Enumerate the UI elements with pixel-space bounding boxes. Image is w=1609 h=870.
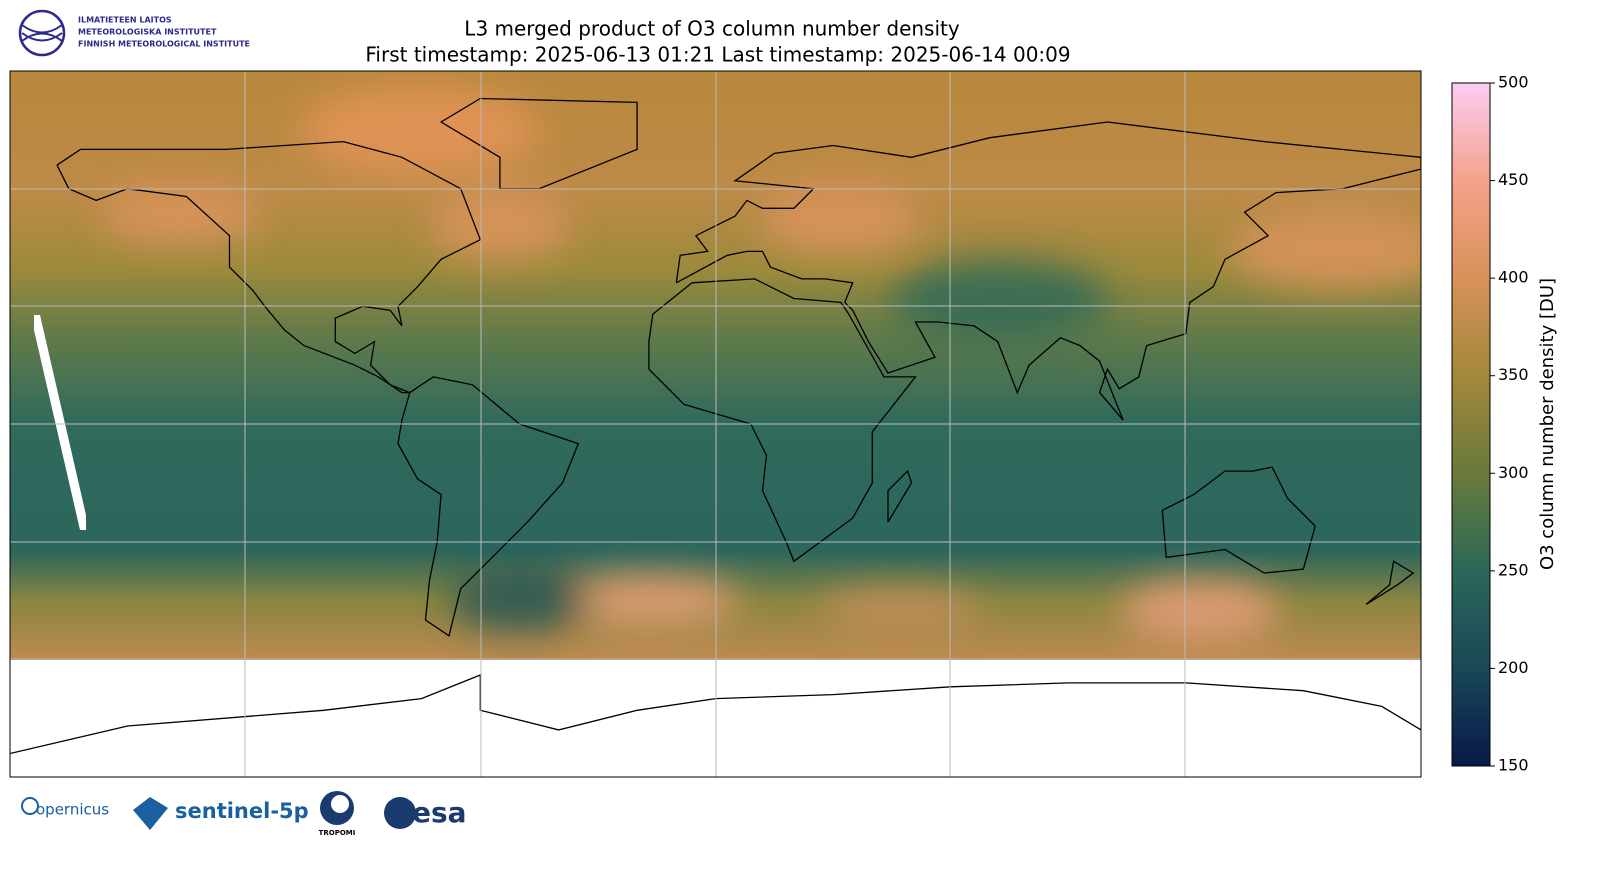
- coastline: [675, 121, 1421, 421]
- colorbar-label: O3 column number density [DU]: [1537, 278, 1558, 570]
- map: [10, 71, 1421, 777]
- org-line: FINNISH METEOROLOGICAL INSTITUTE: [78, 40, 250, 49]
- logo-text: opernicus: [36, 801, 109, 819]
- coastline: [10, 674, 1421, 755]
- coastline: [1161, 466, 1316, 574]
- colorbar-tick-label: 250: [1498, 560, 1529, 579]
- coastline: [648, 278, 917, 563]
- coastline: [397, 376, 580, 637]
- coastline: [887, 469, 913, 523]
- logos: opernicus sentinel-5p TROPOMI esa: [21, 791, 467, 837]
- subtitle: First timestamp: 2025-06-13 01:21 Last t…: [365, 43, 1070, 67]
- logo-text: sentinel-5p: [175, 799, 309, 823]
- colorbar-tick-label: 350: [1498, 365, 1529, 384]
- title: L3 merged product of O3 column number de…: [464, 17, 960, 41]
- logo-text: esa: [412, 796, 467, 829]
- colorbar-tick-label: 450: [1498, 170, 1529, 189]
- colorbar-tick-label: 200: [1498, 658, 1529, 677]
- colorbar-tick-label: 500: [1498, 73, 1529, 92]
- colorbar-tick-label: 400: [1498, 268, 1529, 287]
- org-line: ILMATIETEEN LAITOS: [78, 16, 172, 25]
- colorbar-tick-label: 300: [1498, 463, 1529, 482]
- logo-fmi: ILMATIETEEN LAITOS METEOROLOGISKA INSTIT…: [18, 9, 250, 57]
- colorbar: [1451, 82, 1491, 767]
- coastline: [439, 97, 638, 190]
- coastline: [1365, 560, 1415, 605]
- logo-text: TROPOMI: [319, 829, 356, 837]
- org-line: METEOROLOGISKA INSTITUTET: [78, 28, 217, 37]
- colorbar-tick-label: 150: [1498, 756, 1529, 775]
- coastline: [56, 140, 482, 394]
